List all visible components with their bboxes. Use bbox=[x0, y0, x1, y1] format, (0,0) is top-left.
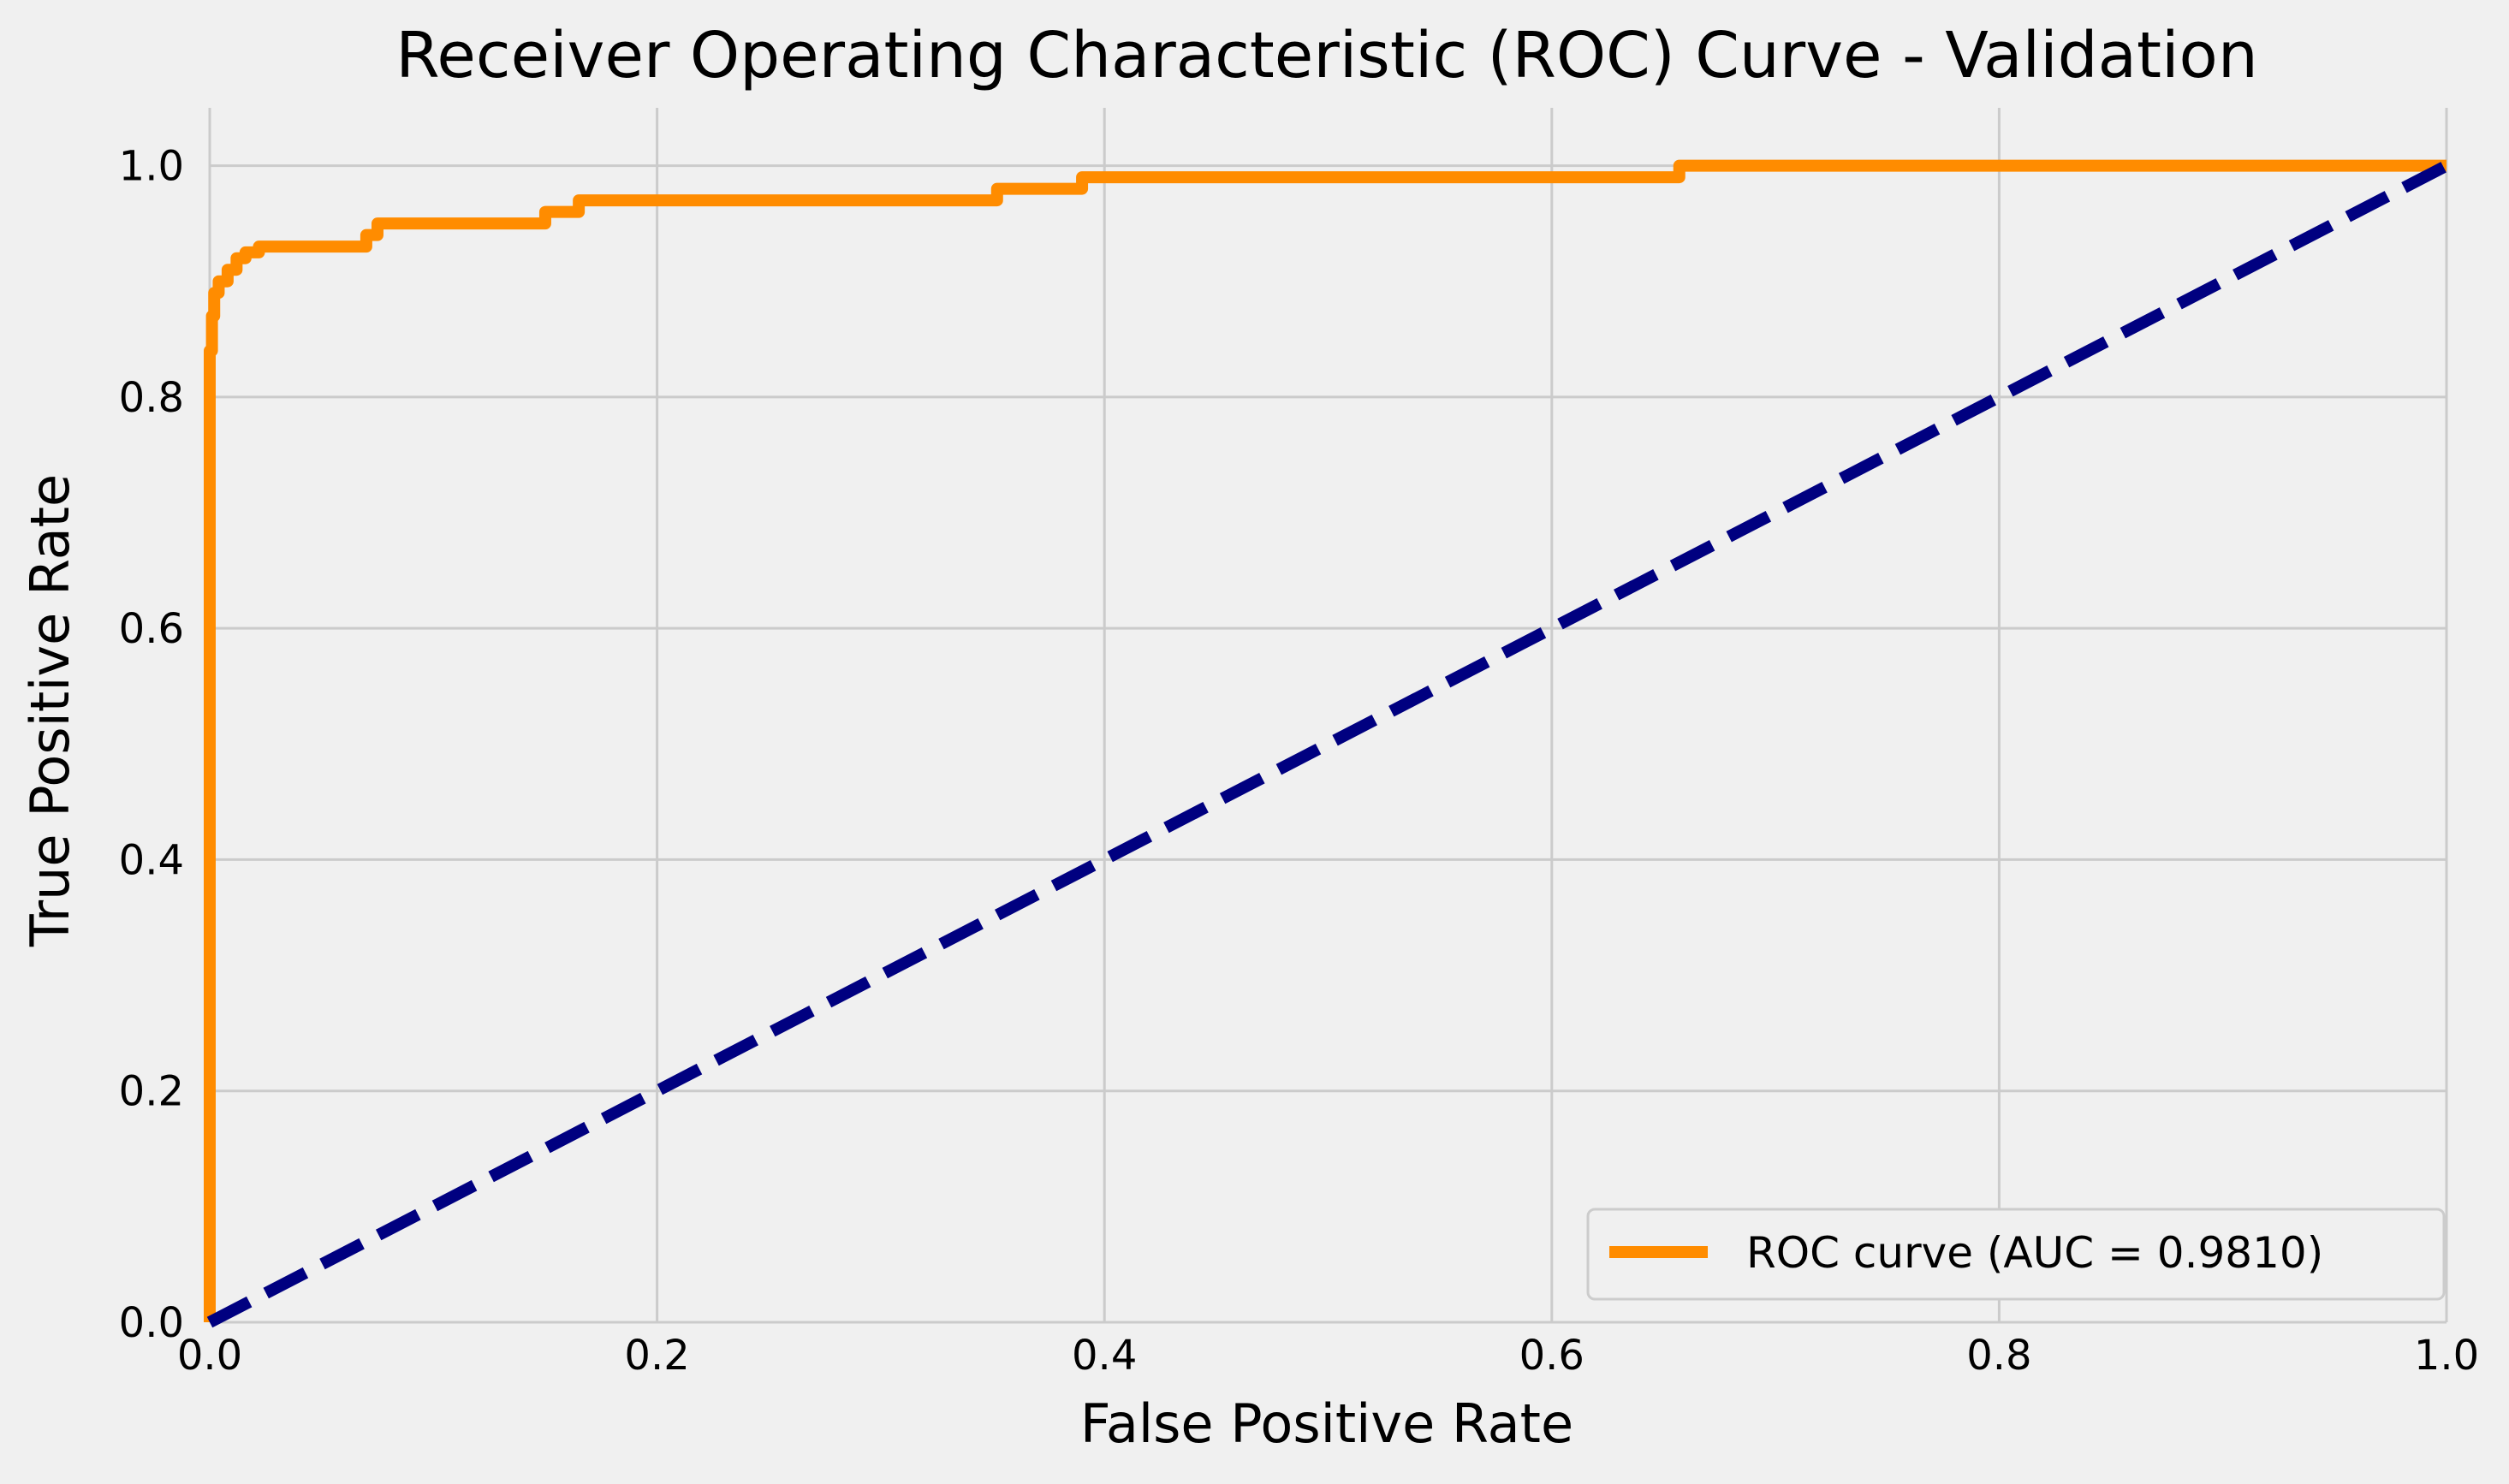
y-tick-label: 0.2 bbox=[119, 1068, 184, 1116]
y-axis-label: True Positive Rate bbox=[19, 474, 81, 947]
grid-layer bbox=[208, 108, 2448, 1324]
y-tick-label: 0.0 bbox=[119, 1299, 184, 1347]
y-tick-label: 0.8 bbox=[119, 374, 184, 422]
x-tick-label: 0.2 bbox=[624, 1332, 689, 1380]
y-tick-label: 1.0 bbox=[119, 143, 184, 191]
tick-labels: 0.0 0.2 0.4 0.6 0.8 1.0 0.0 0.2 0.4 0.6 0.8 1.0 bbox=[119, 143, 2480, 1380]
chart-title: Receiver Operating Characteristic (ROC) … bbox=[395, 19, 2257, 92]
x-tick-label: 0.8 bbox=[1966, 1332, 2031, 1380]
legend: ROC curve (AUC = 0.9810) bbox=[1586, 1208, 2446, 1301]
legend-label-roc: ROC curve (AUC = 0.9810) bbox=[1746, 1228, 2323, 1278]
legend-box bbox=[1586, 1208, 2446, 1301]
roc-curve-line bbox=[204, 159, 2447, 1322]
x-tick-label: 0.0 bbox=[177, 1332, 242, 1380]
x-axis-label: False Positive Rate bbox=[1080, 1392, 1573, 1455]
x-tick-label: 0.4 bbox=[1072, 1332, 1137, 1380]
series-layer bbox=[204, 159, 2450, 1328]
x-tick-label: 1.0 bbox=[2414, 1332, 2479, 1380]
chance-diagonal-line bbox=[206, 160, 2450, 1328]
y-tick-label: 0.6 bbox=[119, 605, 184, 653]
x-tick-label: 0.6 bbox=[1519, 1332, 1584, 1380]
y-tick-label: 0.4 bbox=[119, 836, 184, 884]
